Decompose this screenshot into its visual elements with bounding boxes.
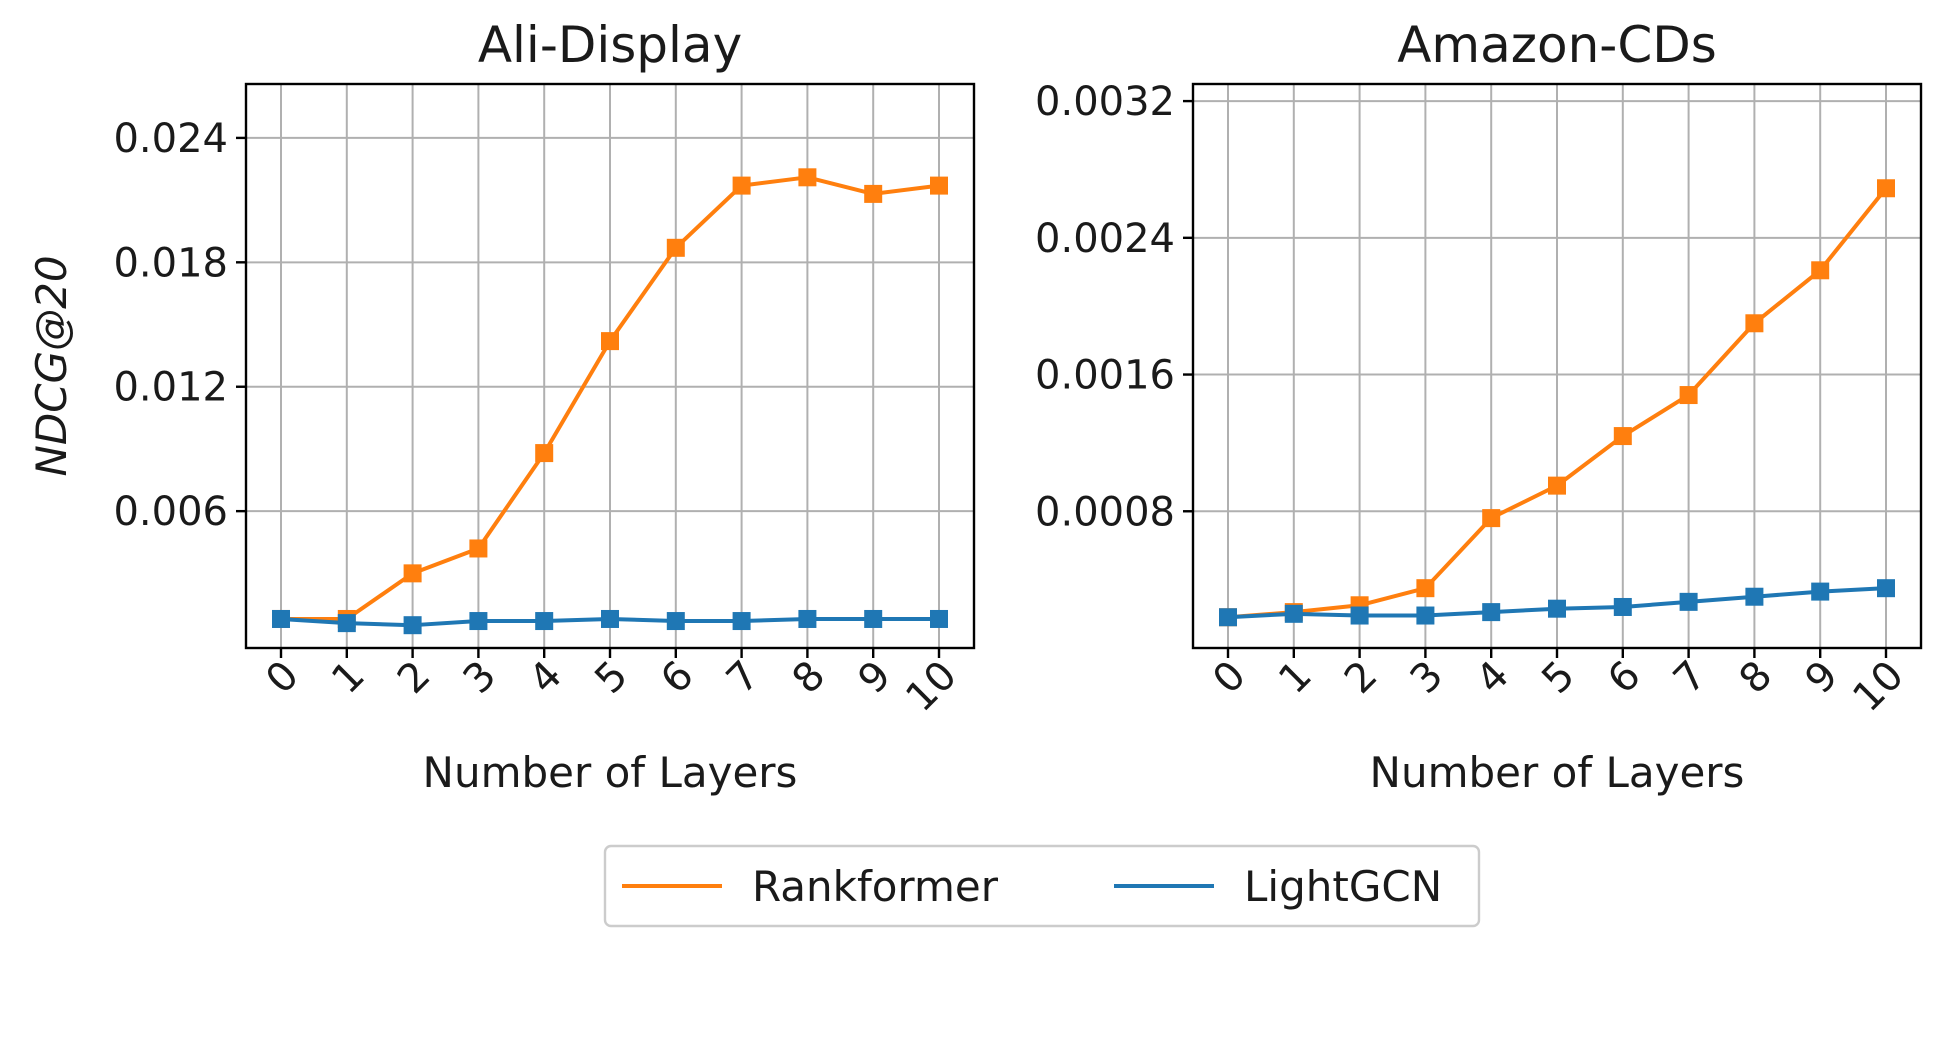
data-point-lightgcn (798, 609, 817, 628)
panel-title: Amazon-CDs (1397, 16, 1717, 74)
data-point-rankformer (1416, 579, 1435, 598)
data-point-lightgcn (1679, 592, 1698, 611)
legend-box (603, 844, 1481, 928)
x-tick-label: 1 (1270, 652, 1321, 703)
x-tick-label: 6 (652, 652, 703, 703)
data-point-lightgcn (1416, 606, 1435, 625)
x-tick-label: 3 (455, 652, 506, 703)
x-tick-label: 3 (1402, 652, 1453, 703)
data-point-lightgcn (1811, 582, 1830, 601)
x-axis-label: Number of Layers (423, 748, 798, 797)
data-point-rankformer (666, 238, 685, 257)
x-tick-label: 1 (323, 652, 374, 703)
data-point-rankformer (1613, 427, 1632, 446)
data-point-lightgcn (403, 616, 422, 635)
x-tick-label: 2 (1336, 652, 1387, 703)
y-tick-label: 0.0032 (1035, 79, 1175, 125)
y-tick-label: 0.0024 (1035, 216, 1175, 262)
data-point-lightgcn (1877, 579, 1895, 598)
x-tick-label: 8 (784, 652, 835, 703)
data-point-lightgcn (272, 609, 290, 628)
x-tick-label: 5 (586, 652, 637, 703)
data-point-lightgcn (1548, 599, 1566, 618)
data-point-lightgcn (337, 614, 356, 633)
legend-label-rankformer: Rankformer (752, 862, 999, 911)
data-point-rankformer (1482, 509, 1501, 528)
y-axis-label: NDCG@20 (27, 255, 76, 476)
x-tick-label: 6 (1599, 652, 1650, 703)
data-point-lightgcn (1482, 603, 1501, 622)
x-tick-label: 7 (1665, 652, 1716, 703)
panel-amazon-cds: Amazon-CDs Number of Layers 0 1 2 3 4 5 6 7 8 910… (1035, 16, 1923, 797)
data-point-lightgcn (1745, 587, 1764, 606)
x-tick-label: 2 (389, 652, 440, 703)
x-tick-label: 4 (1468, 652, 1519, 703)
x-axis-label: Number of Layers (1370, 748, 1745, 797)
data-point-lightgcn (666, 612, 685, 631)
data-point-lightgcn (469, 612, 488, 631)
data-point-lightgcn (535, 612, 554, 631)
data-point-rankformer (798, 168, 817, 187)
data-point-rankformer (601, 332, 619, 351)
x-tick-label: 4 (521, 652, 572, 703)
x-tick-label: 7 (718, 652, 769, 703)
x-tick-label: 9 (1797, 652, 1848, 703)
data-point-lightgcn (864, 609, 883, 628)
y-tick-label: 0.024 (113, 116, 228, 162)
data-point-rankformer (1548, 476, 1566, 495)
data-point-lightgcn (1350, 606, 1369, 625)
data-point-rankformer (535, 444, 554, 463)
data-point-lightgcn (1219, 608, 1237, 627)
data-point-rankformer (1745, 314, 1764, 333)
y-tick-label: 0.006 (113, 489, 228, 535)
data-point-rankformer (1679, 386, 1698, 405)
plot-frame (244, 82, 976, 650)
x-tick-label: 0 (257, 652, 308, 703)
x-tick-label: 0 (1204, 652, 1255, 703)
data-point-lightgcn (1284, 604, 1303, 623)
data-point-rankformer (1877, 179, 1895, 198)
y-tick-label: 0.0016 (1035, 353, 1175, 399)
panel-title: Ali-Display (478, 16, 742, 74)
x-tick-label: 8 (1731, 652, 1782, 703)
data-point-rankformer (469, 539, 488, 558)
y-tick-label: 0.018 (113, 240, 228, 286)
x-tick-label: 5 (1533, 652, 1584, 703)
legend-label-lightgcn: LightGCN (1244, 862, 1442, 911)
data-point-rankformer (732, 176, 751, 195)
data-point-rankformer (864, 184, 883, 203)
plot-frame (1191, 82, 1923, 650)
data-point-rankformer (930, 176, 948, 195)
legend: Rankformer LightGCN (603, 844, 1481, 928)
data-point-lightgcn (601, 609, 619, 628)
data-point-rankformer (1811, 261, 1830, 280)
y-tick-label: 0.012 (113, 365, 228, 411)
x-tick-label: 10 (1844, 652, 1913, 721)
data-point-lightgcn (1613, 597, 1632, 616)
y-tick-label: 0.0008 (1035, 489, 1175, 535)
x-tick-label: 9 (850, 652, 901, 703)
data-point-rankformer (403, 564, 422, 583)
data-point-lightgcn (930, 609, 948, 628)
data-point-lightgcn (732, 612, 751, 631)
x-tick-label: 10 (897, 652, 966, 721)
